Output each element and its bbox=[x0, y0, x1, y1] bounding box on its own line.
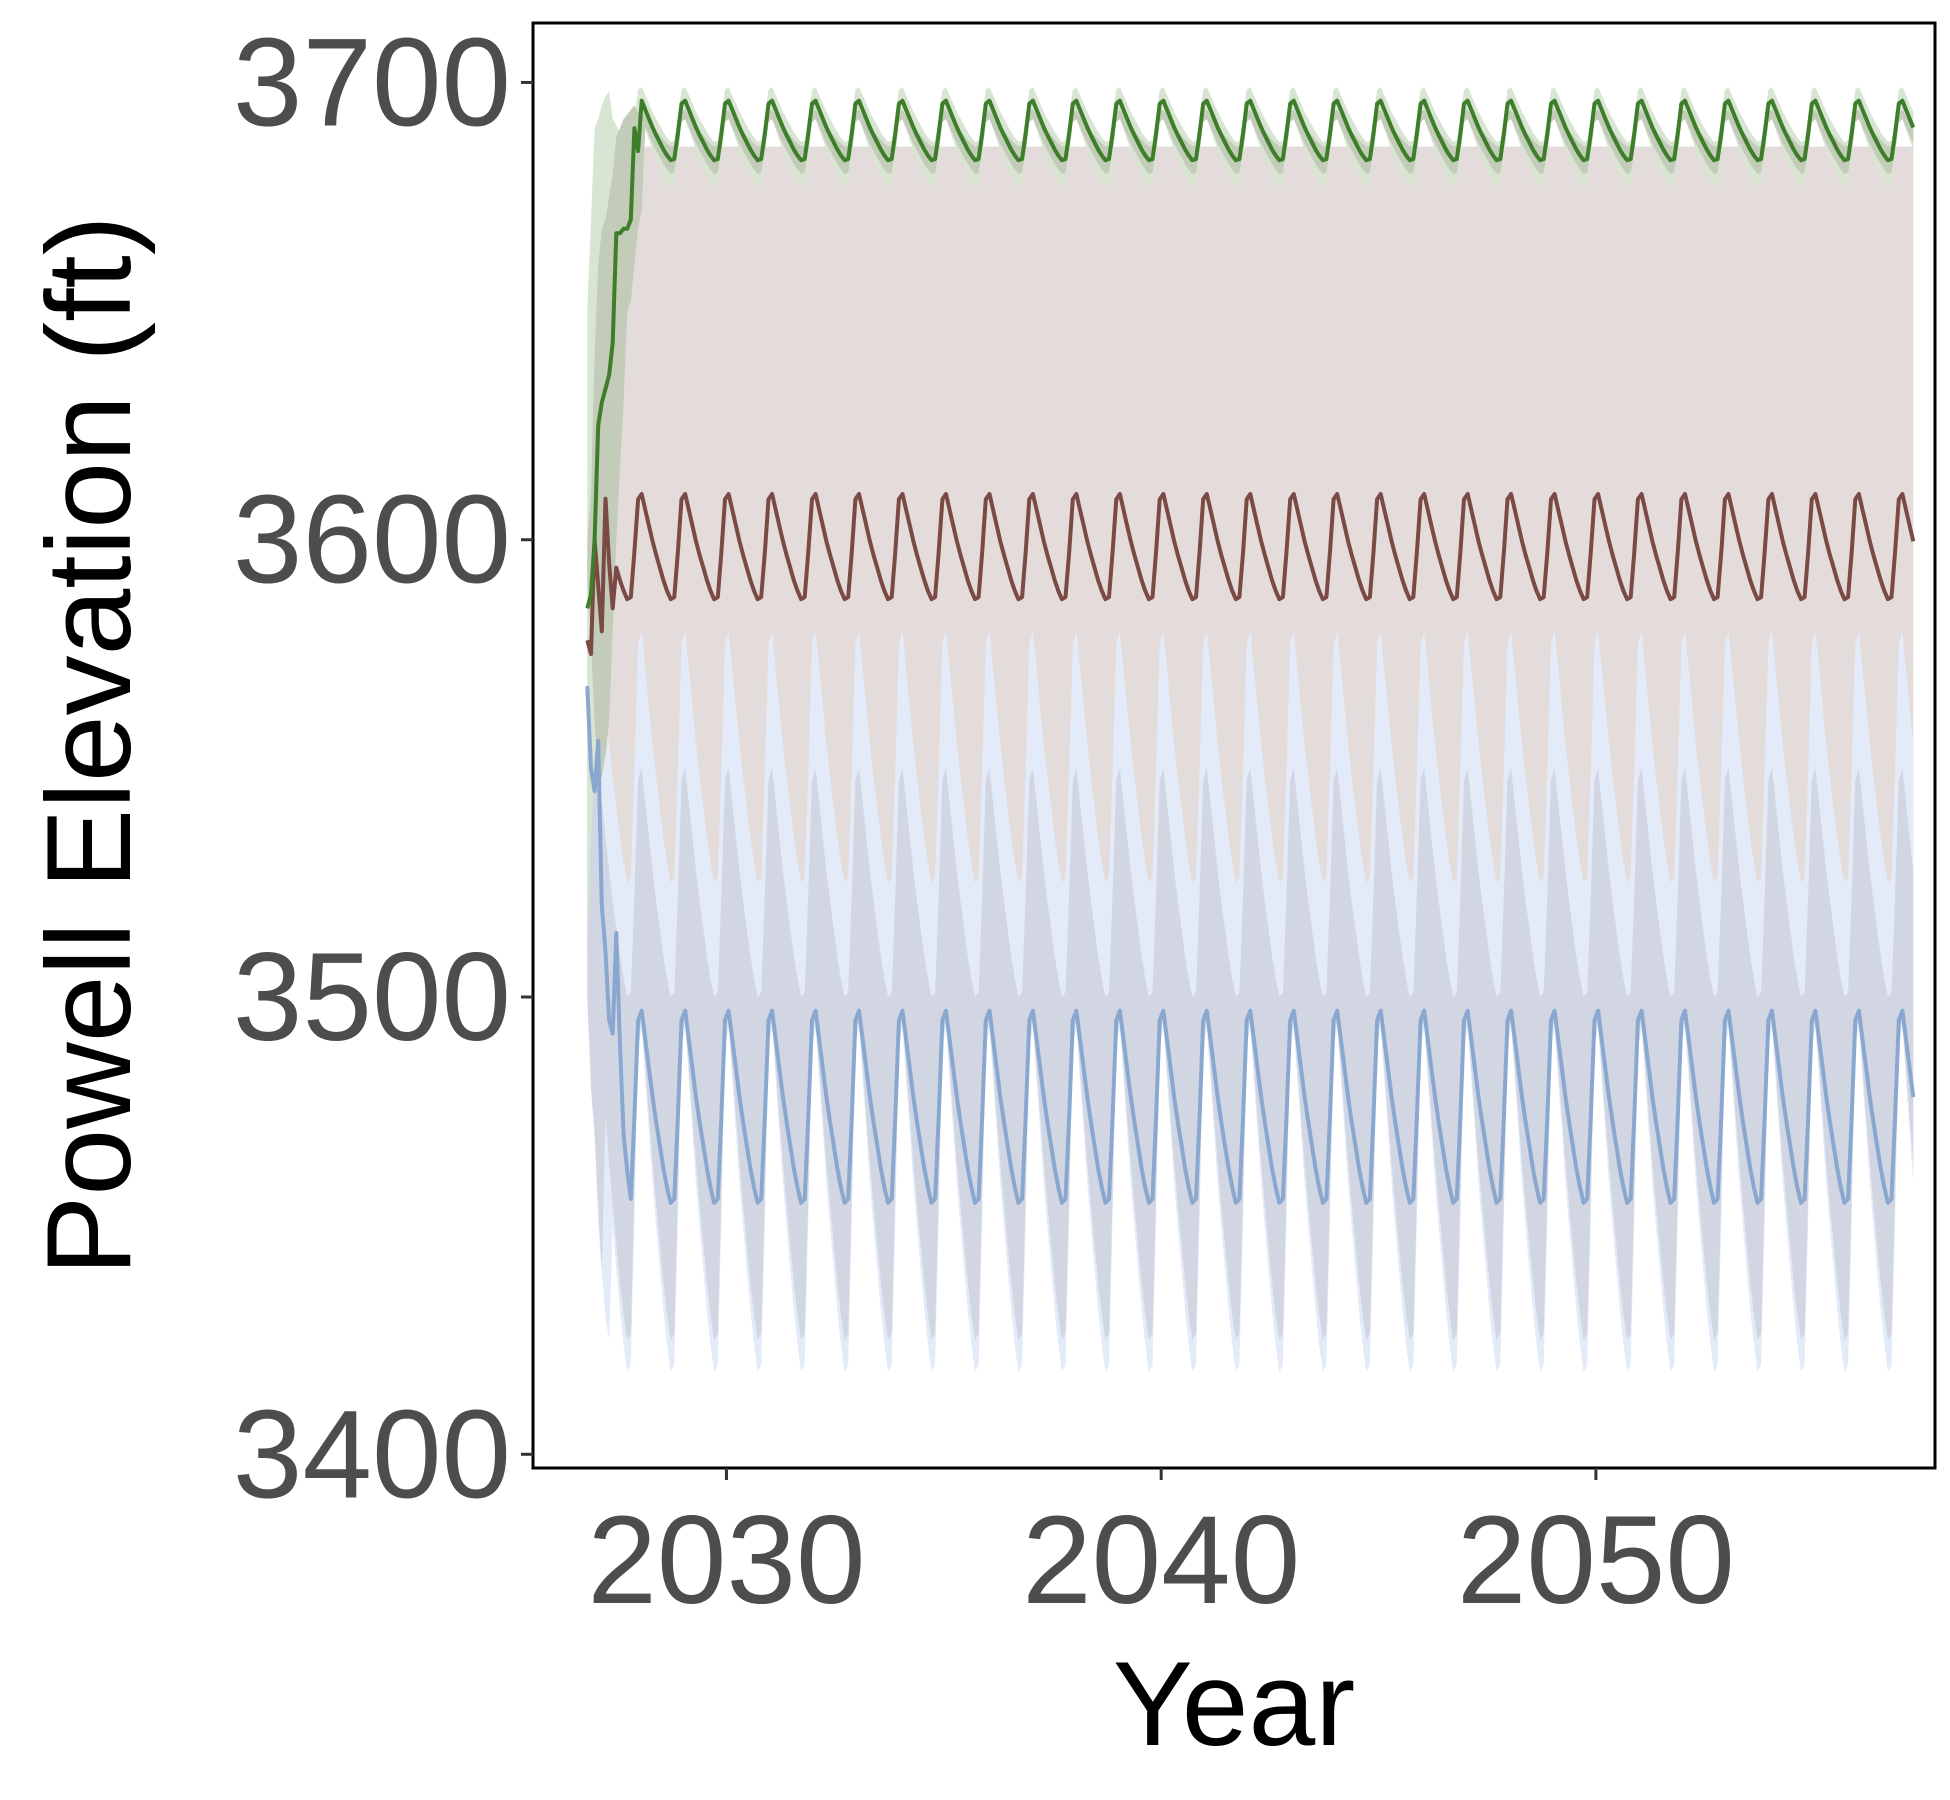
uncertainty-bands bbox=[587, 87, 1914, 1372]
x-axis-title: Year bbox=[1113, 1637, 1355, 1771]
plot-panel-border bbox=[531, 21, 1937, 1470]
median-lines bbox=[585, 98, 1916, 1205]
brown-band bbox=[587, 146, 1914, 952]
axes: 3400 3500 3600 3700 2030 2040 2050 bbox=[233, 13, 1735, 1630]
y-tick-label-3600: 3600 bbox=[233, 471, 511, 610]
x-tick-label-2050: 2050 bbox=[1457, 1491, 1735, 1630]
brown-median-line bbox=[585, 492, 1916, 656]
x-tick-label-2040: 2040 bbox=[1022, 1491, 1300, 1630]
y-tick-label-3500: 3500 bbox=[233, 928, 511, 1067]
blue-median-line bbox=[585, 686, 1916, 1205]
blue-inner-band bbox=[587, 631, 1914, 1340]
y-tick-label-3400: 3400 bbox=[233, 1385, 511, 1524]
x-tick-label-2030: 2030 bbox=[587, 1491, 865, 1630]
y-tick-label-3700: 3700 bbox=[233, 13, 511, 152]
y-axis-title: Powell Elevation (ft) bbox=[22, 215, 156, 1275]
green-median-line bbox=[585, 98, 1916, 609]
